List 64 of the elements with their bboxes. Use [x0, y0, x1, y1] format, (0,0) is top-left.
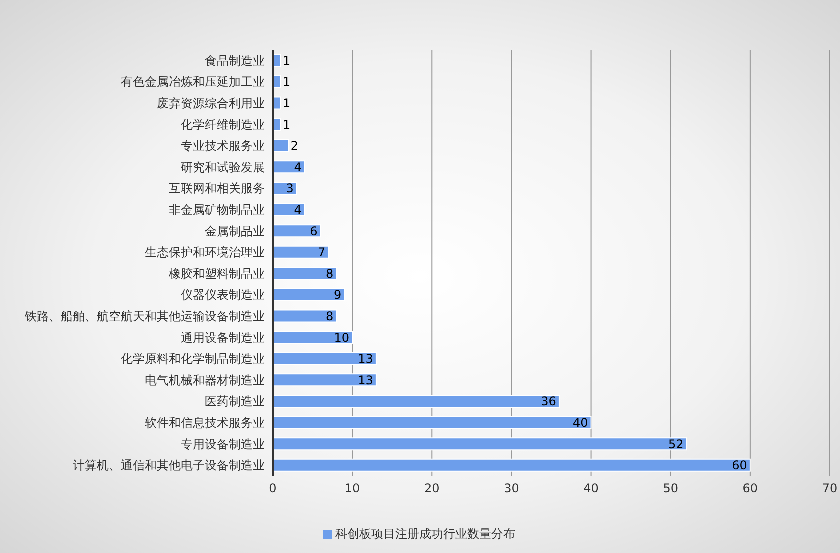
x-tick-label: 60: [742, 482, 758, 496]
bar: [273, 331, 354, 344]
bar: [273, 394, 560, 408]
bar: [273, 416, 592, 430]
data-label: 13: [358, 352, 374, 366]
y-tick-label: 橡胶和塑料制品业: [169, 266, 265, 281]
bar: [273, 458, 751, 472]
data-label: 13: [358, 373, 374, 388]
data-label: 40: [573, 416, 588, 430]
y-tick-label: 计算机、通信和其他电子设备制造业: [73, 458, 265, 473]
data-label: 8: [326, 309, 334, 324]
data-label: 1: [282, 54, 291, 68]
y-tick-label: 金属制品业: [205, 224, 265, 238]
data-label: 8: [326, 266, 334, 281]
y-tick-label: 通用设备制造业: [181, 330, 265, 345]
y-tick-label: 废弃资源综合利用业: [157, 96, 265, 111]
data-label: 7: [318, 246, 326, 260]
data-label: 4: [294, 160, 302, 174]
x-tick-label: 0: [269, 482, 277, 496]
text: 科创板项目注册成功行业数量分布: [336, 526, 516, 543]
y-tick-label: 铁路、船舶、航空航天和其他运输设备制造业: [24, 310, 265, 324]
bar: [273, 139, 290, 152]
y-tick-label: 电气机械和器材制造业: [145, 373, 265, 388]
x-tick-label: 70: [822, 482, 838, 496]
data-label: 10: [334, 330, 350, 345]
y-tick-label: 化学原料和化学制品制造业: [121, 352, 265, 366]
x-tick-label: 50: [663, 482, 678, 496]
y-tick-label: 互联网和相关服务: [169, 182, 265, 196]
bar: [273, 288, 346, 302]
x-tick-label: 40: [584, 482, 599, 496]
x-tick-label: 10: [344, 482, 360, 496]
data-label: 1: [282, 75, 291, 90]
y-tick-label: 仪器仪表制造业: [181, 288, 265, 302]
data-label: 60: [732, 458, 748, 473]
data-label: 2: [290, 139, 299, 154]
y-tick-label: 化学纤维制造业: [181, 118, 265, 132]
data-label: 1: [282, 118, 291, 132]
data-label: 36: [541, 394, 556, 409]
y-tick-label: 专业技术服务业: [181, 139, 265, 154]
bar: [273, 267, 338, 280]
y-tick-label: 软件和信息技术服务业: [145, 416, 265, 430]
y-tick-label: 有色金属冶炼和压延加工业: [121, 75, 265, 90]
bar: [273, 352, 377, 366]
y-tick-label: 非金属矿物制品业: [169, 203, 265, 218]
bar: [273, 224, 322, 238]
y-tick-label: 生态保护和环境治理业: [145, 246, 265, 260]
bar: [273, 438, 688, 451]
y-tick-label: 专用设备制造业: [181, 437, 265, 452]
data-label: 52: [668, 437, 684, 452]
x-tick-label: 30: [504, 482, 520, 496]
bar: [273, 246, 330, 259]
data-label: 9: [334, 288, 342, 302]
bar: [273, 374, 377, 387]
bar: [273, 160, 306, 174]
data-label: 3: [286, 182, 294, 196]
y-tick-label: 医药制造业: [205, 394, 265, 409]
bar: [273, 310, 338, 323]
data-label: 4: [294, 202, 302, 217]
y-tick-label: 食品制造业: [205, 54, 265, 68]
y-tick-label: 研究和试验发展: [181, 160, 265, 174]
x-tick-label: 20: [424, 482, 440, 496]
data-label: 1: [282, 96, 291, 110]
bar: [273, 203, 306, 216]
data-label: 6: [310, 224, 318, 238]
